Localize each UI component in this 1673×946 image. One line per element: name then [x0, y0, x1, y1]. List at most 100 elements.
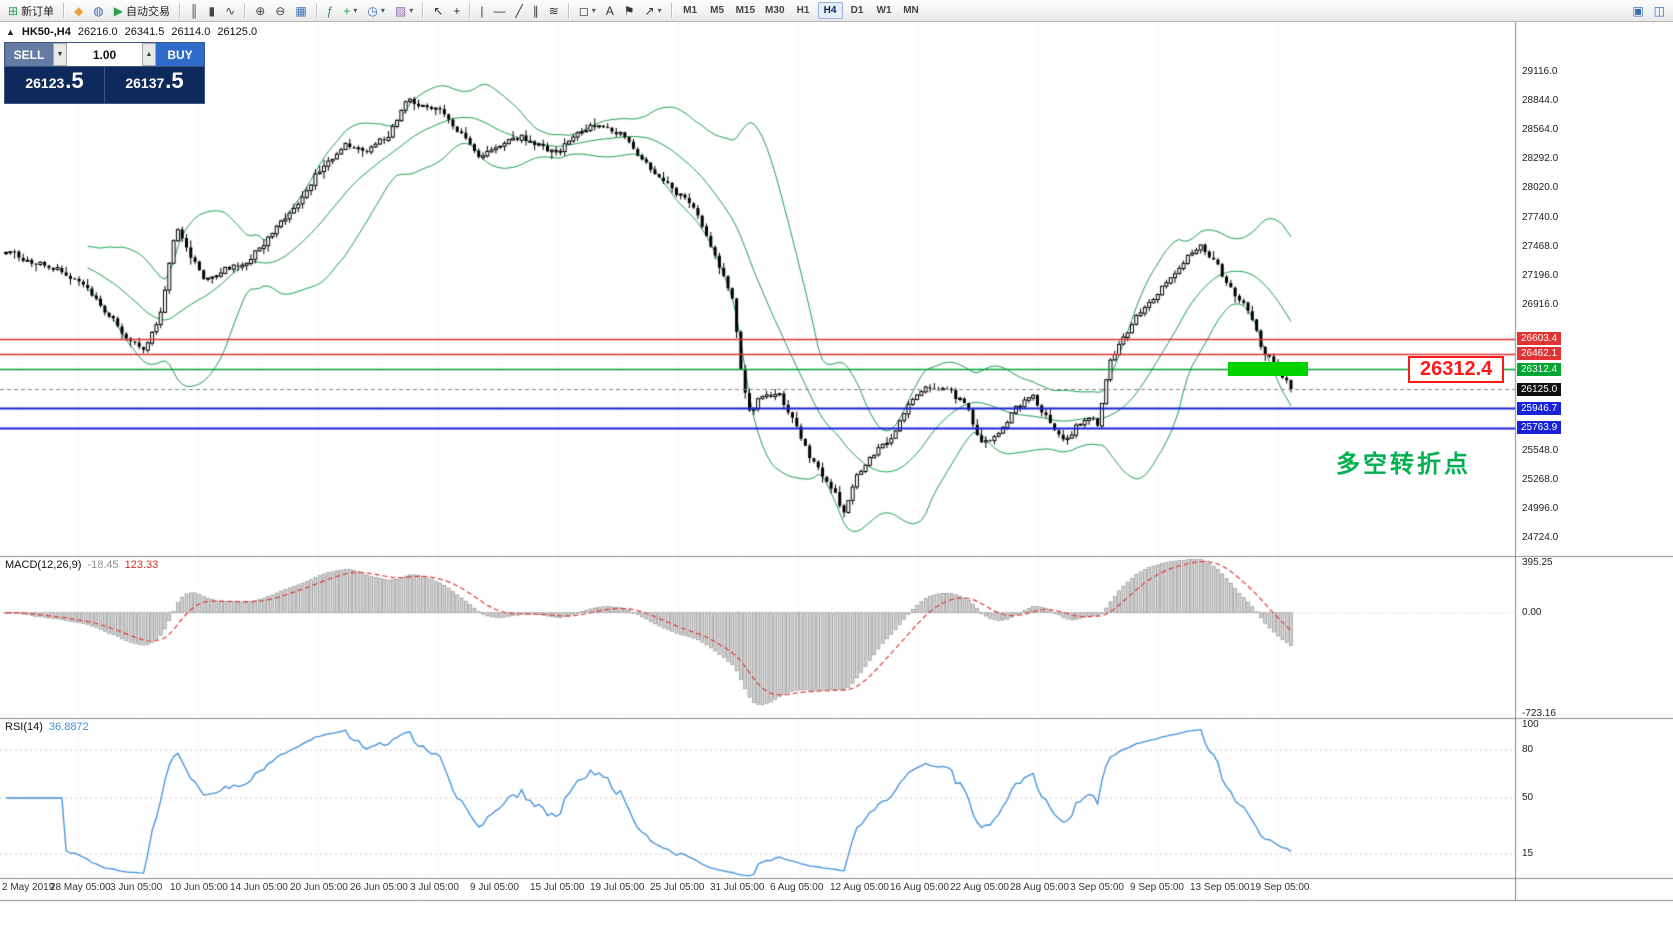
bar-chart-icon: ║	[190, 3, 199, 18]
rsi-indicator-label: RSI(14) 36.8872	[5, 721, 89, 733]
add-indicator-icon: +	[343, 3, 351, 18]
trendline-button[interactable]: ╱	[511, 2, 526, 20]
periods-icon: ◷	[367, 3, 378, 18]
cursor-icon: ↖	[433, 3, 444, 18]
zoom-in-icon: ⊕	[255, 3, 266, 18]
new-order-button[interactable]: ⊞ 新订单	[4, 2, 58, 20]
add-indicator-button[interactable]: + ▾	[339, 2, 361, 20]
timeframe-button-mn[interactable]: MN	[899, 2, 924, 19]
buy-button[interactable]: BUY	[156, 43, 204, 66]
timeframe-button-h4[interactable]: H4	[817, 2, 843, 19]
vertical-line-button[interactable]: |	[476, 2, 487, 20]
timeframe-button-d1[interactable]: D1	[845, 2, 870, 19]
line-chart-button[interactable]: ∿	[221, 2, 239, 20]
templates-button[interactable]: ▨ ▾	[391, 2, 417, 20]
ohlc-open: 26216.0	[77, 26, 118, 38]
macd-indicator-label: MACD(12,26,9) -18.45 123.33	[5, 559, 158, 571]
timeframe-button-h1[interactable]: H1	[791, 2, 816, 19]
timeframe-toolbar: M1 M5 M15 M30 H1 H4 D1 W1 MN	[667, 2, 925, 19]
toolbar-separator	[567, 3, 570, 18]
fibonacci-button[interactable]: ≋	[545, 2, 563, 20]
timeframe-button-w1[interactable]: W1	[872, 2, 897, 19]
new-order-icon: ⊞	[8, 3, 19, 18]
market-watch-button[interactable]: ◍	[89, 2, 107, 20]
horizontal-line-button[interactable]: —	[489, 2, 509, 20]
rsi-name: RSI(14)	[5, 721, 43, 733]
arrows-button[interactable]: ↗ ▾	[641, 2, 666, 20]
metaeditor-icon: ◆	[74, 3, 84, 18]
periods-button[interactable]: ◷ ▾	[363, 2, 389, 20]
window-layout-button[interactable]: ◫	[1650, 2, 1669, 20]
toolbar-separator	[670, 3, 673, 18]
timeframe-button-m15[interactable]: M15	[732, 2, 759, 19]
zoom-out-button[interactable]: ⊖	[271, 2, 289, 20]
text-label-button[interactable]: ⚑	[620, 2, 639, 20]
trendline-icon: ╱	[515, 3, 523, 18]
text-icon: A	[605, 3, 614, 18]
metaeditor-button[interactable]: ◆	[70, 2, 87, 20]
volume-input[interactable]	[67, 43, 142, 66]
caret-down-icon: ▾	[353, 6, 358, 15]
pivot-price-label: 26312.4	[1408, 356, 1505, 384]
market-watch-icon: ◍	[93, 3, 104, 18]
grid-icon: ▦	[295, 3, 307, 18]
ohlc-low: 26114.0	[171, 26, 211, 38]
autotrading-icon: ▶	[113, 3, 124, 18]
toolbar-separator	[469, 3, 472, 18]
candlestick-chart-icon: ▮	[208, 3, 216, 18]
line-chart-icon: ∿	[225, 3, 236, 18]
cursor-button[interactable]: ↖	[429, 2, 447, 20]
horizontal-line-icon: —	[493, 3, 506, 18]
ohlc-close: 26125.0	[217, 26, 258, 38]
caret-down-icon: ▾	[591, 6, 596, 15]
crosshair-button[interactable]: +	[449, 2, 464, 20]
macd-main-value: -18.45	[87, 559, 119, 571]
volume-control: ▼ ▲	[53, 43, 156, 66]
timeframe-button-m1[interactable]: M1	[678, 2, 703, 19]
fibonacci-icon: ≋	[548, 3, 559, 18]
toolbar-buttons: ⊞ 新订单 ◆ ◍ ▶ 自动交易 ║ ▮ ∿ ⊕ ⊖ ▦ ƒ + ▾ ◷ ▾ ▨ ▾ ↖ + | — ╱ ∥ ≋ ◻ ▾ A ⚑ ↗ ▾	[3, 2, 667, 20]
timeframe-button-m30[interactable]: M30	[761, 2, 788, 19]
rsi-value: 36.8872	[48, 721, 89, 733]
sell-price[interactable]: 26123 .5	[5, 67, 104, 103]
bar-chart-button[interactable]: ║	[186, 2, 203, 20]
arrows-icon: ↗	[644, 3, 655, 18]
zoom-in-button[interactable]: ⊕	[251, 2, 269, 20]
new-order-button-label: 新订单	[21, 5, 55, 18]
equidistant-channel-icon: ∥	[532, 3, 539, 18]
vertical-line-icon: |	[480, 3, 484, 18]
toolbar: ⊞ 新订单 ◆ ◍ ▶ 自动交易 ║ ▮ ∿ ⊕ ⊖ ▦ ƒ + ▾ ◷ ▾ ▨ ▾ ↖ + | — ╱ ∥ ≋ ◻ ▾ A ⚑ ↗ ▾ M1…	[0, 0, 1673, 22]
toolbar-right: ▣ ◫	[1627, 2, 1670, 20]
indicators-button[interactable]: ƒ	[323, 2, 338, 20]
new-chart-window-button[interactable]: ▣	[1628, 2, 1647, 20]
buy-price-main: 26137	[125, 75, 165, 91]
text-label-icon: ⚑	[623, 3, 635, 18]
one-click-collapse-icon[interactable]: ▲	[6, 27, 15, 37]
caret-down-icon: ▾	[380, 6, 385, 15]
pivot-highlight-rectangle	[1228, 362, 1308, 377]
buy-price-pips: .5	[165, 68, 184, 93]
volume-increase-button[interactable]: ▲	[142, 43, 156, 66]
grid-button[interactable]: ▦	[291, 2, 310, 20]
toolbar-separator	[244, 3, 247, 18]
equidistant-channel-button[interactable]: ∥	[529, 2, 543, 20]
sell-button[interactable]: SELL	[5, 43, 53, 66]
autotrading-button-label: 自动交易	[126, 5, 171, 18]
shapes-button[interactable]: ◻ ▾	[575, 2, 600, 20]
toolbar-separator	[63, 3, 66, 18]
text-button[interactable]: A	[602, 2, 618, 20]
symbol-period-label: HK50-,H4	[21, 26, 71, 38]
trade-panel-controls: SELL ▼ ▲ BUY	[5, 43, 204, 66]
volume-decrease-button[interactable]: ▼	[53, 43, 67, 66]
candlestick-chart-button[interactable]: ▮	[205, 2, 220, 20]
indicators-icon: ƒ	[326, 3, 334, 18]
timeframe-button-m5[interactable]: M5	[705, 2, 730, 19]
shapes-icon: ◻	[578, 3, 589, 18]
buy-price[interactable]: 26137 .5	[104, 67, 204, 103]
autotrading-button[interactable]: ▶ 自动交易	[110, 2, 174, 20]
sell-price-main: 26123	[25, 75, 65, 91]
trade-panel-prices: 26123 .5 26137 .5	[5, 66, 204, 103]
toolbar-separator	[315, 3, 318, 18]
